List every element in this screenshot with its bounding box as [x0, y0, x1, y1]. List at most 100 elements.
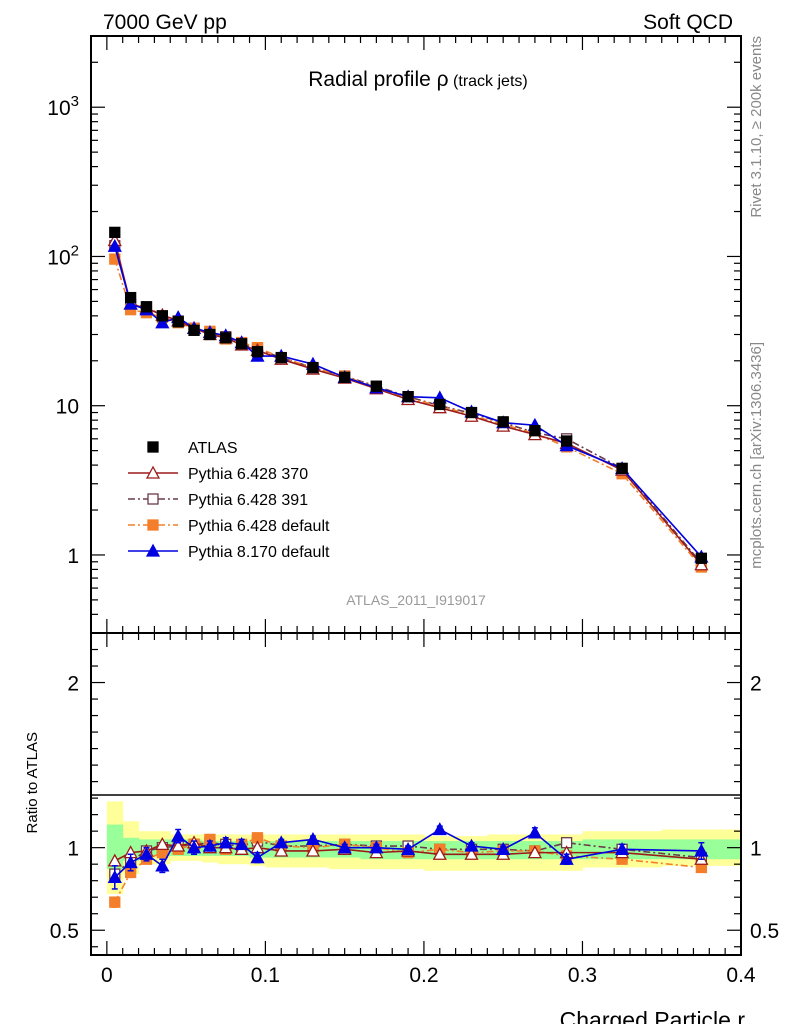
legend-marker-p8 — [145, 543, 161, 557]
ratio-series-line-p370 — [114, 841, 702, 862]
x-tick-label: 0.2 — [409, 964, 438, 987]
ratio-point-p8 — [171, 828, 186, 842]
ratio-point-p8 — [369, 840, 384, 854]
legend-label-p391: Pythia 6.428 391 — [188, 492, 308, 509]
main-point-atlas — [109, 226, 121, 239]
main-point-atlas — [188, 324, 200, 336]
main-point-atlas — [275, 351, 287, 364]
main-point-atlas — [204, 328, 216, 341]
legend: ATLAS Pythia 6.428 370 Pythia 6.428 391 Pyt… — [128, 440, 330, 561]
legend-marker-p391 — [147, 493, 159, 505]
main-point-atlas — [402, 391, 414, 403]
main-point-atlas — [172, 316, 184, 328]
main-point-p8 — [123, 296, 138, 310]
ratio-y-tick-label-left: 2 — [67, 673, 79, 696]
ratio-y-tick-label-left: 0.5 — [50, 920, 79, 943]
ratio-point-p8 — [186, 840, 202, 854]
ratio-point-p8 — [107, 870, 122, 884]
main-point-atlas — [695, 552, 708, 564]
main-point-atlas — [434, 398, 446, 411]
main-title: Radial profile ρ (track jets) — [308, 68, 527, 91]
ratio-point-p8 — [123, 855, 138, 869]
ratio-y-tick-label-right: 0.5 — [750, 920, 779, 943]
legend-marker-p370 — [145, 465, 161, 479]
ratio-panel: 2 2 1 1 0.5 0.5 0 0.1 0.2 0.3 0.4 Ratio to ATLAS C… — [24, 632, 779, 1024]
main-title-text: Radial profile — [308, 68, 436, 91]
ratio-series — [107, 822, 709, 908]
ratio-point-p8 — [464, 838, 479, 852]
main-series-line-p391 — [114, 245, 702, 564]
x-tick-label: 0 — [101, 964, 113, 987]
ratio-point-p370 — [274, 843, 289, 857]
ratio-point-p370 — [305, 843, 321, 857]
x-tick-label: 0.3 — [568, 964, 597, 987]
main-series-line-p370 — [114, 240, 702, 566]
main-title-subtitle: (track jets) — [449, 73, 528, 90]
main-point-atlas — [616, 462, 628, 475]
ratio-point-p370 — [432, 846, 447, 860]
main-point-p8 — [155, 315, 170, 329]
ratio-frame — [90, 632, 742, 956]
main-point-atlas — [124, 291, 137, 304]
ratio-point-p8 — [234, 837, 249, 851]
main-point-atlas — [339, 371, 351, 383]
ratio-point-p8 — [139, 846, 154, 860]
ratio-y-tick-label-right: 2 — [750, 673, 762, 696]
analysis-watermark: ATLAS_2011_I919017 — [346, 592, 486, 608]
ratio-point-p8 — [202, 838, 217, 852]
ratio-point-p8 — [615, 841, 630, 855]
ratio-point-p370 — [527, 845, 542, 859]
main-point-atlas — [220, 332, 232, 344]
ratio-axis-ticks: 2 2 1 1 0.5 0.5 0 0.1 0.2 0.3 0.4 — [50, 632, 779, 987]
main-point-atlas — [307, 361, 319, 374]
ratio-point-p8 — [694, 843, 709, 857]
ratio-point-p370 — [464, 846, 479, 860]
ratio-y-axis-label: Ratio to ATLAS — [24, 732, 41, 833]
legend-marker-pdef — [147, 519, 159, 531]
ratio-point-p8 — [337, 840, 352, 854]
main-point-p8 — [107, 238, 122, 252]
mcplots-label: mcplots.cern.ch [arXiv:1306.3436] — [748, 342, 765, 569]
main-point-atlas — [497, 416, 509, 428]
main-title-symbol: ρ — [437, 68, 449, 91]
x-axis-label: Charged Particle r — [560, 1007, 746, 1024]
legend-label-p370: Pythia 6.428 370 — [188, 466, 308, 483]
ratio-point-p8 — [400, 841, 416, 855]
legend-label-pdef: Pythia 6.428 default — [188, 518, 330, 535]
x-tick-label: 0.1 — [251, 964, 280, 987]
ratio-point-p8 — [559, 851, 574, 865]
main-point-atlas — [251, 346, 264, 358]
main-series-line-p8 — [114, 246, 702, 558]
ratio-point-p8 — [250, 850, 265, 864]
ratio-point-p370 — [155, 837, 170, 851]
legend-label-p8: Pythia 8.170 default — [188, 544, 330, 561]
main-y-tick-label: 1 — [67, 545, 79, 568]
main-point-atlas — [529, 425, 541, 437]
legend-marker-atlas — [147, 441, 159, 453]
category-label: Soft QCD — [643, 11, 733, 34]
legend-label-atlas: ATLAS — [188, 440, 238, 457]
main-point-atlas — [156, 310, 168, 322]
ratio-point-p8 — [432, 822, 447, 836]
ratio-point-p8 — [218, 835, 233, 849]
ratio-point-p8 — [155, 858, 170, 872]
ratio-series-line-p391 — [114, 840, 702, 875]
ratio-y-tick-label-left: 1 — [67, 838, 79, 861]
collision-label: 7000 GeV pp — [103, 11, 227, 34]
main-point-atlas — [140, 301, 153, 313]
main-point-atlas — [370, 380, 383, 392]
main-y-tick-label: 102 — [47, 242, 79, 269]
main-point-p370 — [694, 557, 709, 571]
ratio-point-p8 — [274, 835, 289, 849]
ratio-point-p8 — [496, 841, 511, 855]
rivet-version-label: Rivet 3.1.10, ≥ 200k events — [748, 36, 765, 218]
ratio-point-p8 — [527, 825, 542, 839]
main-point-atlas — [465, 406, 478, 419]
main-point-atlas — [560, 435, 573, 447]
ratio-point-p370 — [171, 838, 186, 852]
main-series — [107, 226, 709, 573]
ratio-point-p8 — [305, 832, 321, 846]
